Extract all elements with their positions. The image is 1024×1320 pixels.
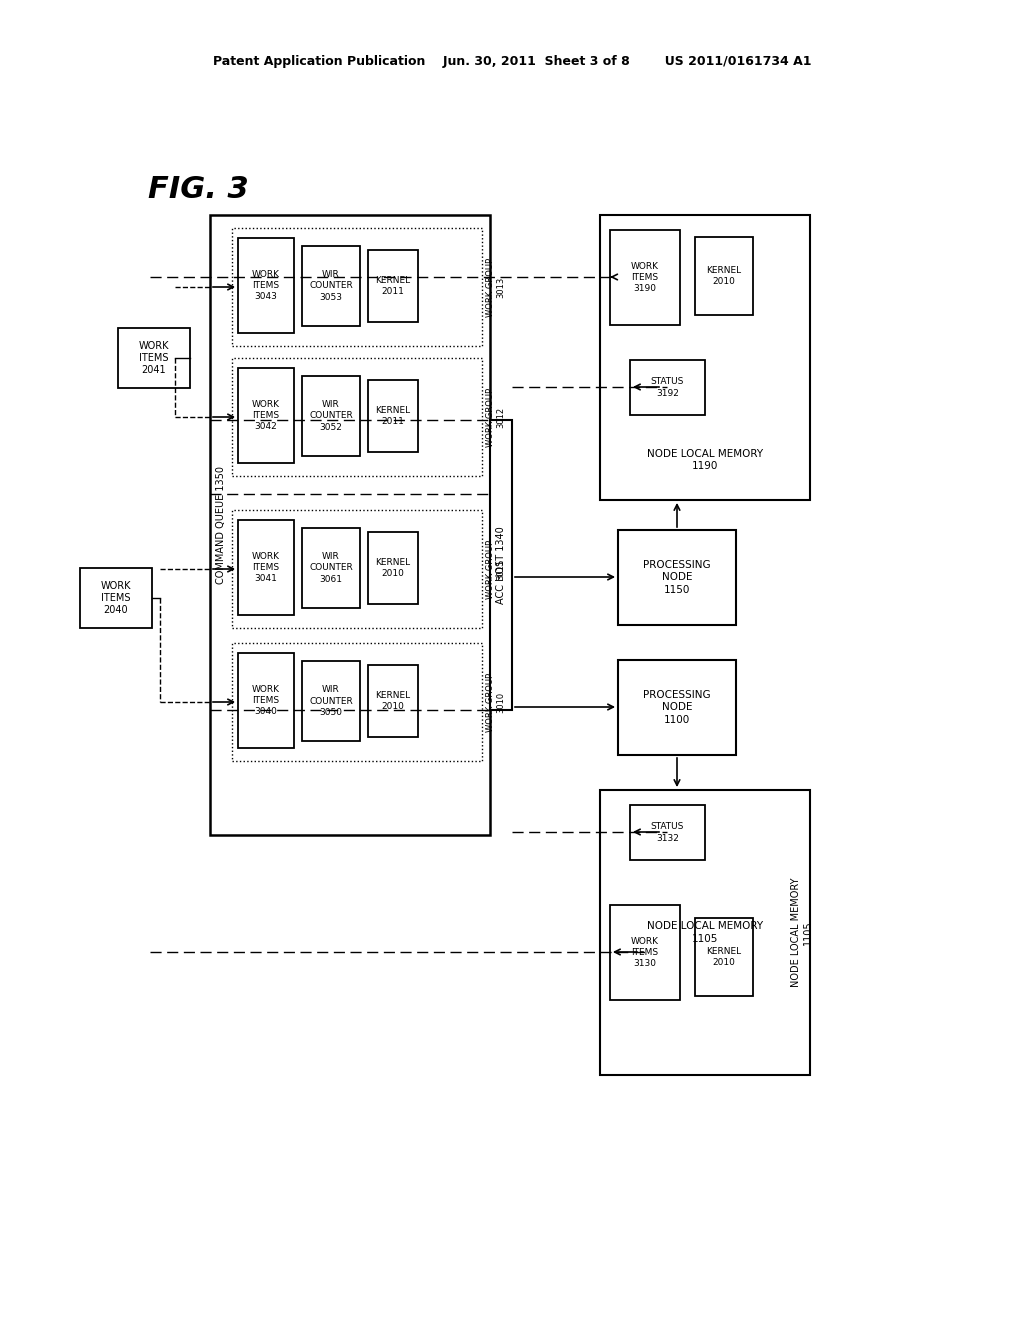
Text: WIR
COUNTER
3050: WIR COUNTER 3050 <box>309 685 353 717</box>
Text: WORK
ITEMS
3190: WORK ITEMS 3190 <box>631 261 659 293</box>
Bar <box>232 228 482 346</box>
Text: STATUS
3192: STATUS 3192 <box>651 378 684 397</box>
Bar <box>368 249 418 322</box>
Text: WIR
COUNTER
3052: WIR COUNTER 3052 <box>309 400 353 432</box>
Bar <box>368 665 418 737</box>
Text: PROCESSING
NODE
1100: PROCESSING NODE 1100 <box>643 690 711 725</box>
Bar <box>232 358 482 477</box>
Text: WORK
ITEMS
2041: WORK ITEMS 2041 <box>138 341 169 375</box>
Bar <box>302 376 360 455</box>
Bar <box>238 520 294 615</box>
Text: COMMAND QUEUE 1350: COMMAND QUEUE 1350 <box>216 466 226 583</box>
Text: KERNEL
2010: KERNEL 2010 <box>376 558 411 578</box>
Bar <box>600 789 810 1074</box>
Text: WORK
ITEMS
3042: WORK ITEMS 3042 <box>252 400 280 432</box>
Text: WORK
ITEMS
3041: WORK ITEMS 3041 <box>252 552 280 583</box>
Text: WORK
ITEMS
3043: WORK ITEMS 3043 <box>252 269 280 301</box>
Text: WORK GROUP
3012: WORK GROUP 3012 <box>486 388 506 446</box>
Bar <box>232 643 482 762</box>
Text: WORK
ITEMS
2040: WORK ITEMS 2040 <box>100 581 131 615</box>
Bar <box>695 238 753 315</box>
Text: FIG. 3: FIG. 3 <box>148 176 249 205</box>
Bar <box>695 917 753 997</box>
Bar <box>118 327 190 388</box>
Bar <box>610 230 680 325</box>
Bar <box>302 528 360 609</box>
Text: KERNEL
2010: KERNEL 2010 <box>707 946 741 968</box>
Text: WORK GROUP
3011: WORK GROUP 3011 <box>486 540 506 598</box>
Text: WORK GROUP
3010: WORK GROUP 3010 <box>486 672 506 731</box>
Bar <box>80 568 152 628</box>
Bar <box>618 531 736 624</box>
Bar <box>618 660 736 755</box>
Text: KERNEL
2010: KERNEL 2010 <box>376 690 411 711</box>
Bar <box>238 238 294 333</box>
Text: WORK
ITEMS
3130: WORK ITEMS 3130 <box>631 937 659 968</box>
Bar <box>630 805 705 861</box>
Text: WIR
COUNTER
3061: WIR COUNTER 3061 <box>309 552 353 583</box>
Bar <box>238 653 294 748</box>
Text: WORK GROUP
3013: WORK GROUP 3013 <box>486 257 506 317</box>
Text: WORK
ITEMS
3040: WORK ITEMS 3040 <box>252 685 280 715</box>
Bar <box>368 532 418 605</box>
Bar <box>368 380 418 451</box>
Text: WIR
COUNTER
3053: WIR COUNTER 3053 <box>309 271 353 301</box>
Bar <box>232 510 482 628</box>
Text: Patent Application Publication    Jun. 30, 2011  Sheet 3 of 8        US 2011/016: Patent Application Publication Jun. 30, … <box>213 55 811 69</box>
Text: NODE LOCAL MEMORY
1190: NODE LOCAL MEMORY 1190 <box>647 449 763 471</box>
Bar <box>490 420 512 710</box>
Bar <box>210 215 490 836</box>
Bar <box>600 215 810 500</box>
Text: NODE LOCAL MEMORY
1105: NODE LOCAL MEMORY 1105 <box>647 921 763 944</box>
Text: KERNEL
2011: KERNEL 2011 <box>376 276 411 296</box>
Text: KERNEL
2010: KERNEL 2010 <box>707 265 741 286</box>
Bar <box>302 661 360 741</box>
Bar <box>630 360 705 414</box>
Text: PROCESSING
NODE
1150: PROCESSING NODE 1150 <box>643 560 711 595</box>
Bar <box>610 906 680 1001</box>
Text: STATUS
3132: STATUS 3132 <box>651 822 684 842</box>
Bar <box>238 368 294 463</box>
Text: KERNEL
2011: KERNEL 2011 <box>376 407 411 426</box>
Text: NODE LOCAL MEMORY
1105: NODE LOCAL MEMORY 1105 <box>792 878 813 987</box>
Bar <box>302 246 360 326</box>
Text: ACC HOST 1340: ACC HOST 1340 <box>496 527 506 603</box>
